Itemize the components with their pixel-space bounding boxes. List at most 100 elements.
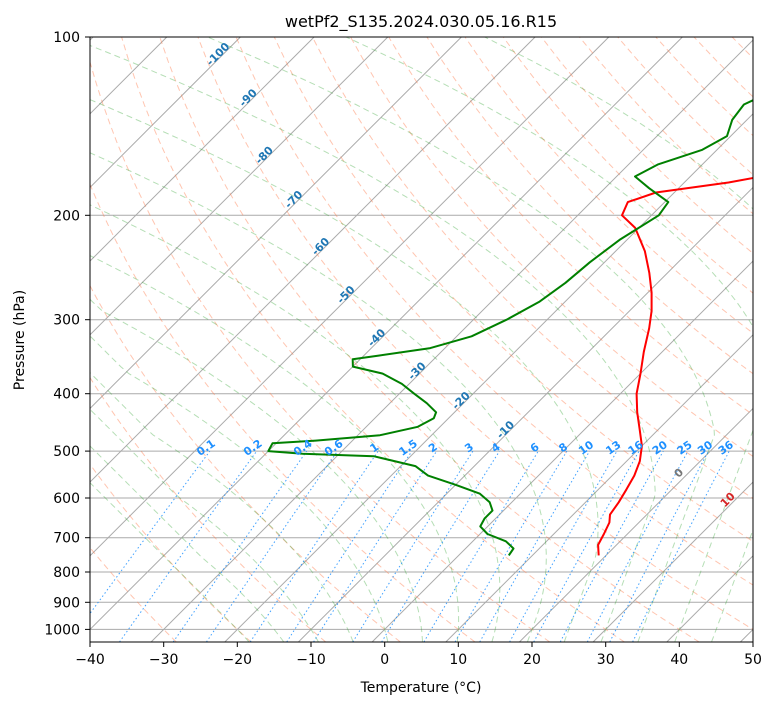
mixing-ratio-line [286,450,413,642]
isotherm-label: -20 [450,389,473,412]
isotherm-line [90,37,241,189]
moist-adiabat-line [90,298,423,642]
y-tick-label: 500 [53,444,80,460]
mixing-ratio-line [509,450,618,642]
mixing-ratio-label: 1.5 [396,437,419,459]
y-tick-label: 600 [53,491,80,507]
isotherm-label: -100 [204,40,233,69]
moist-adiabat-line [90,482,250,642]
dry-adiabat-line [273,37,753,543]
dry-adiabat-line [90,376,327,642]
isotherm-line [90,37,389,336]
dry-adiabat-line [693,37,753,98]
isotherm-label: -40 [365,326,388,349]
mixing-ratio-label: 0.1 [194,437,217,459]
moist-adiabat-line [484,37,753,642]
isotherm-line [90,37,610,557]
isotherm-label: -80 [253,144,276,167]
dry-adiabat-line [90,182,476,642]
dewpoint-profile-line [267,99,753,556]
x-tick-label: 30 [597,652,615,668]
mixing-ratio-line [533,450,640,642]
moist-adiabat-line [207,37,715,642]
moist-adiabat-label: 20 [764,519,775,539]
mixing-ratio-line [632,450,730,642]
mixing-ratio-line [90,450,211,615]
temperature-profile-line [597,176,753,556]
x-tick-label: −30 [149,652,179,668]
mixing-ratio-label: 4 [489,440,503,455]
dry-adiabat-line [770,37,775,642]
x-tick-label: 10 [449,652,467,668]
mixing-ratio-label: 13 [603,438,623,457]
isotherm-line [592,481,753,642]
isotherm-label: -50 [334,283,357,306]
mixing-ratio-label: 2 [426,440,440,455]
mixing-ratio-label: 36 [716,438,736,458]
y-tick-label: 900 [53,595,80,611]
isotherm-line [666,555,753,642]
y-tick-label: 100 [53,30,80,46]
x-tick-label: −40 [75,652,105,668]
moist-adiabat-line [345,37,753,642]
isotherm-line [298,186,753,642]
dry-adiabat-line [388,37,753,416]
isotherm-label: -10 [494,418,517,441]
mixing-ratio-line [381,450,500,642]
dry-adiabat-line [502,37,753,294]
chart-title: wetPf2_S135.2024.030.05.16.R15 [285,12,557,32]
mixing-ratio-label: 16 [626,438,646,458]
isotherm-line [90,37,536,483]
x-tick-label: 50 [744,652,762,668]
y-tick-label: 200 [53,208,80,224]
moist-adiabat-line [90,371,354,642]
y-tick-label: 700 [53,531,80,547]
mixing-ratio-label: 25 [675,438,695,457]
isotherm-line [150,39,753,642]
sounding-lines [267,99,753,556]
y-tick-label: 400 [53,387,80,403]
isotherm-line [90,37,315,262]
dry-adiabat-line [617,37,753,176]
moist-adiabat-label: 10 [718,490,738,510]
y-tick-label: 300 [53,313,80,329]
moist-adiabat-line [90,44,656,642]
dry-adiabat-line [121,37,625,642]
x-axis-title: Temperature (°C) [360,680,482,696]
isotherm-line [740,628,753,642]
mixing-ratio-label: 0.2 [241,437,264,459]
dry-adiabat-line [197,37,753,630]
x-tick-label: 20 [523,652,541,668]
mixing-ratio-label: 10 [576,438,596,458]
background-lines [90,37,775,642]
dry-adiabat-line [159,37,700,642]
x-tick-label: −20 [223,652,253,668]
mixing-ratio-label: 20 [650,438,670,458]
plot-frame [89,36,754,643]
moist-adiabat-line [90,204,501,642]
mixing-ratio-label: 8 [556,440,570,455]
y-tick-label: 1000 [44,622,80,638]
x-tick-label: 40 [670,652,688,668]
mixing-ratio-label: 6 [528,440,542,455]
dry-adiabat-line [90,60,551,642]
x-tick-label: 0 [380,652,389,668]
mixing-ratio-label: 3 [462,440,476,455]
mixing-ratio-line [249,450,379,642]
isotherm-label: -70 [282,188,305,211]
isotherm-line [519,407,753,642]
mixing-ratio-line [119,450,258,642]
isotherm-label: -60 [309,235,332,258]
x-tick-label: −10 [296,652,326,668]
axes: −40 −30 −20 −10 0 10 20 30 40 50 1000 900 800 700 600 5… [44,30,762,668]
moist-adiabat-line [90,255,460,642]
dry-adiabat-line [541,37,753,254]
moist-adiabat-line [90,99,599,642]
moist-adiabat-line [90,152,547,642]
mixing-ratio-line [313,450,438,642]
isotherm-label: -90 [237,86,260,109]
moist-adiabat-line [90,408,319,642]
isotherm-line [371,260,753,642]
mixing-ratio-line [205,450,338,642]
